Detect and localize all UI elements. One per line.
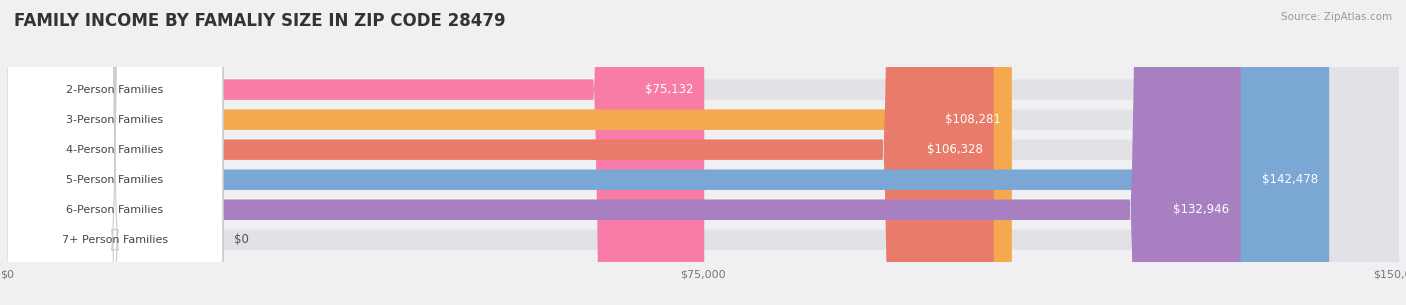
- Text: 5-Person Families: 5-Person Families: [66, 175, 163, 185]
- FancyBboxPatch shape: [7, 0, 1399, 305]
- FancyBboxPatch shape: [7, 0, 1399, 305]
- FancyBboxPatch shape: [7, 0, 222, 305]
- FancyBboxPatch shape: [7, 0, 1240, 305]
- FancyBboxPatch shape: [7, 0, 704, 305]
- FancyBboxPatch shape: [7, 0, 1399, 305]
- FancyBboxPatch shape: [7, 0, 222, 305]
- Text: 6-Person Families: 6-Person Families: [66, 205, 163, 215]
- Text: 2-Person Families: 2-Person Families: [66, 84, 163, 95]
- Text: 7+ Person Families: 7+ Person Families: [62, 235, 167, 245]
- Text: 4-Person Families: 4-Person Families: [66, 145, 163, 155]
- FancyBboxPatch shape: [7, 0, 1012, 305]
- Text: $142,478: $142,478: [1263, 173, 1317, 186]
- Text: $75,132: $75,132: [644, 83, 693, 96]
- FancyBboxPatch shape: [7, 0, 222, 305]
- Text: $0: $0: [233, 233, 249, 246]
- FancyBboxPatch shape: [7, 0, 1399, 305]
- Text: $108,281: $108,281: [945, 113, 1001, 126]
- FancyBboxPatch shape: [7, 0, 1329, 305]
- Text: $132,946: $132,946: [1174, 203, 1230, 216]
- FancyBboxPatch shape: [7, 0, 1399, 305]
- Text: 3-Person Families: 3-Person Families: [66, 115, 163, 125]
- FancyBboxPatch shape: [7, 0, 1399, 305]
- FancyBboxPatch shape: [7, 0, 222, 305]
- Text: FAMILY INCOME BY FAMALIY SIZE IN ZIP CODE 28479: FAMILY INCOME BY FAMALIY SIZE IN ZIP COD…: [14, 12, 506, 30]
- Text: Source: ZipAtlas.com: Source: ZipAtlas.com: [1281, 12, 1392, 22]
- Text: $106,328: $106,328: [927, 143, 983, 156]
- FancyBboxPatch shape: [7, 0, 222, 305]
- FancyBboxPatch shape: [7, 0, 994, 305]
- FancyBboxPatch shape: [7, 0, 222, 305]
